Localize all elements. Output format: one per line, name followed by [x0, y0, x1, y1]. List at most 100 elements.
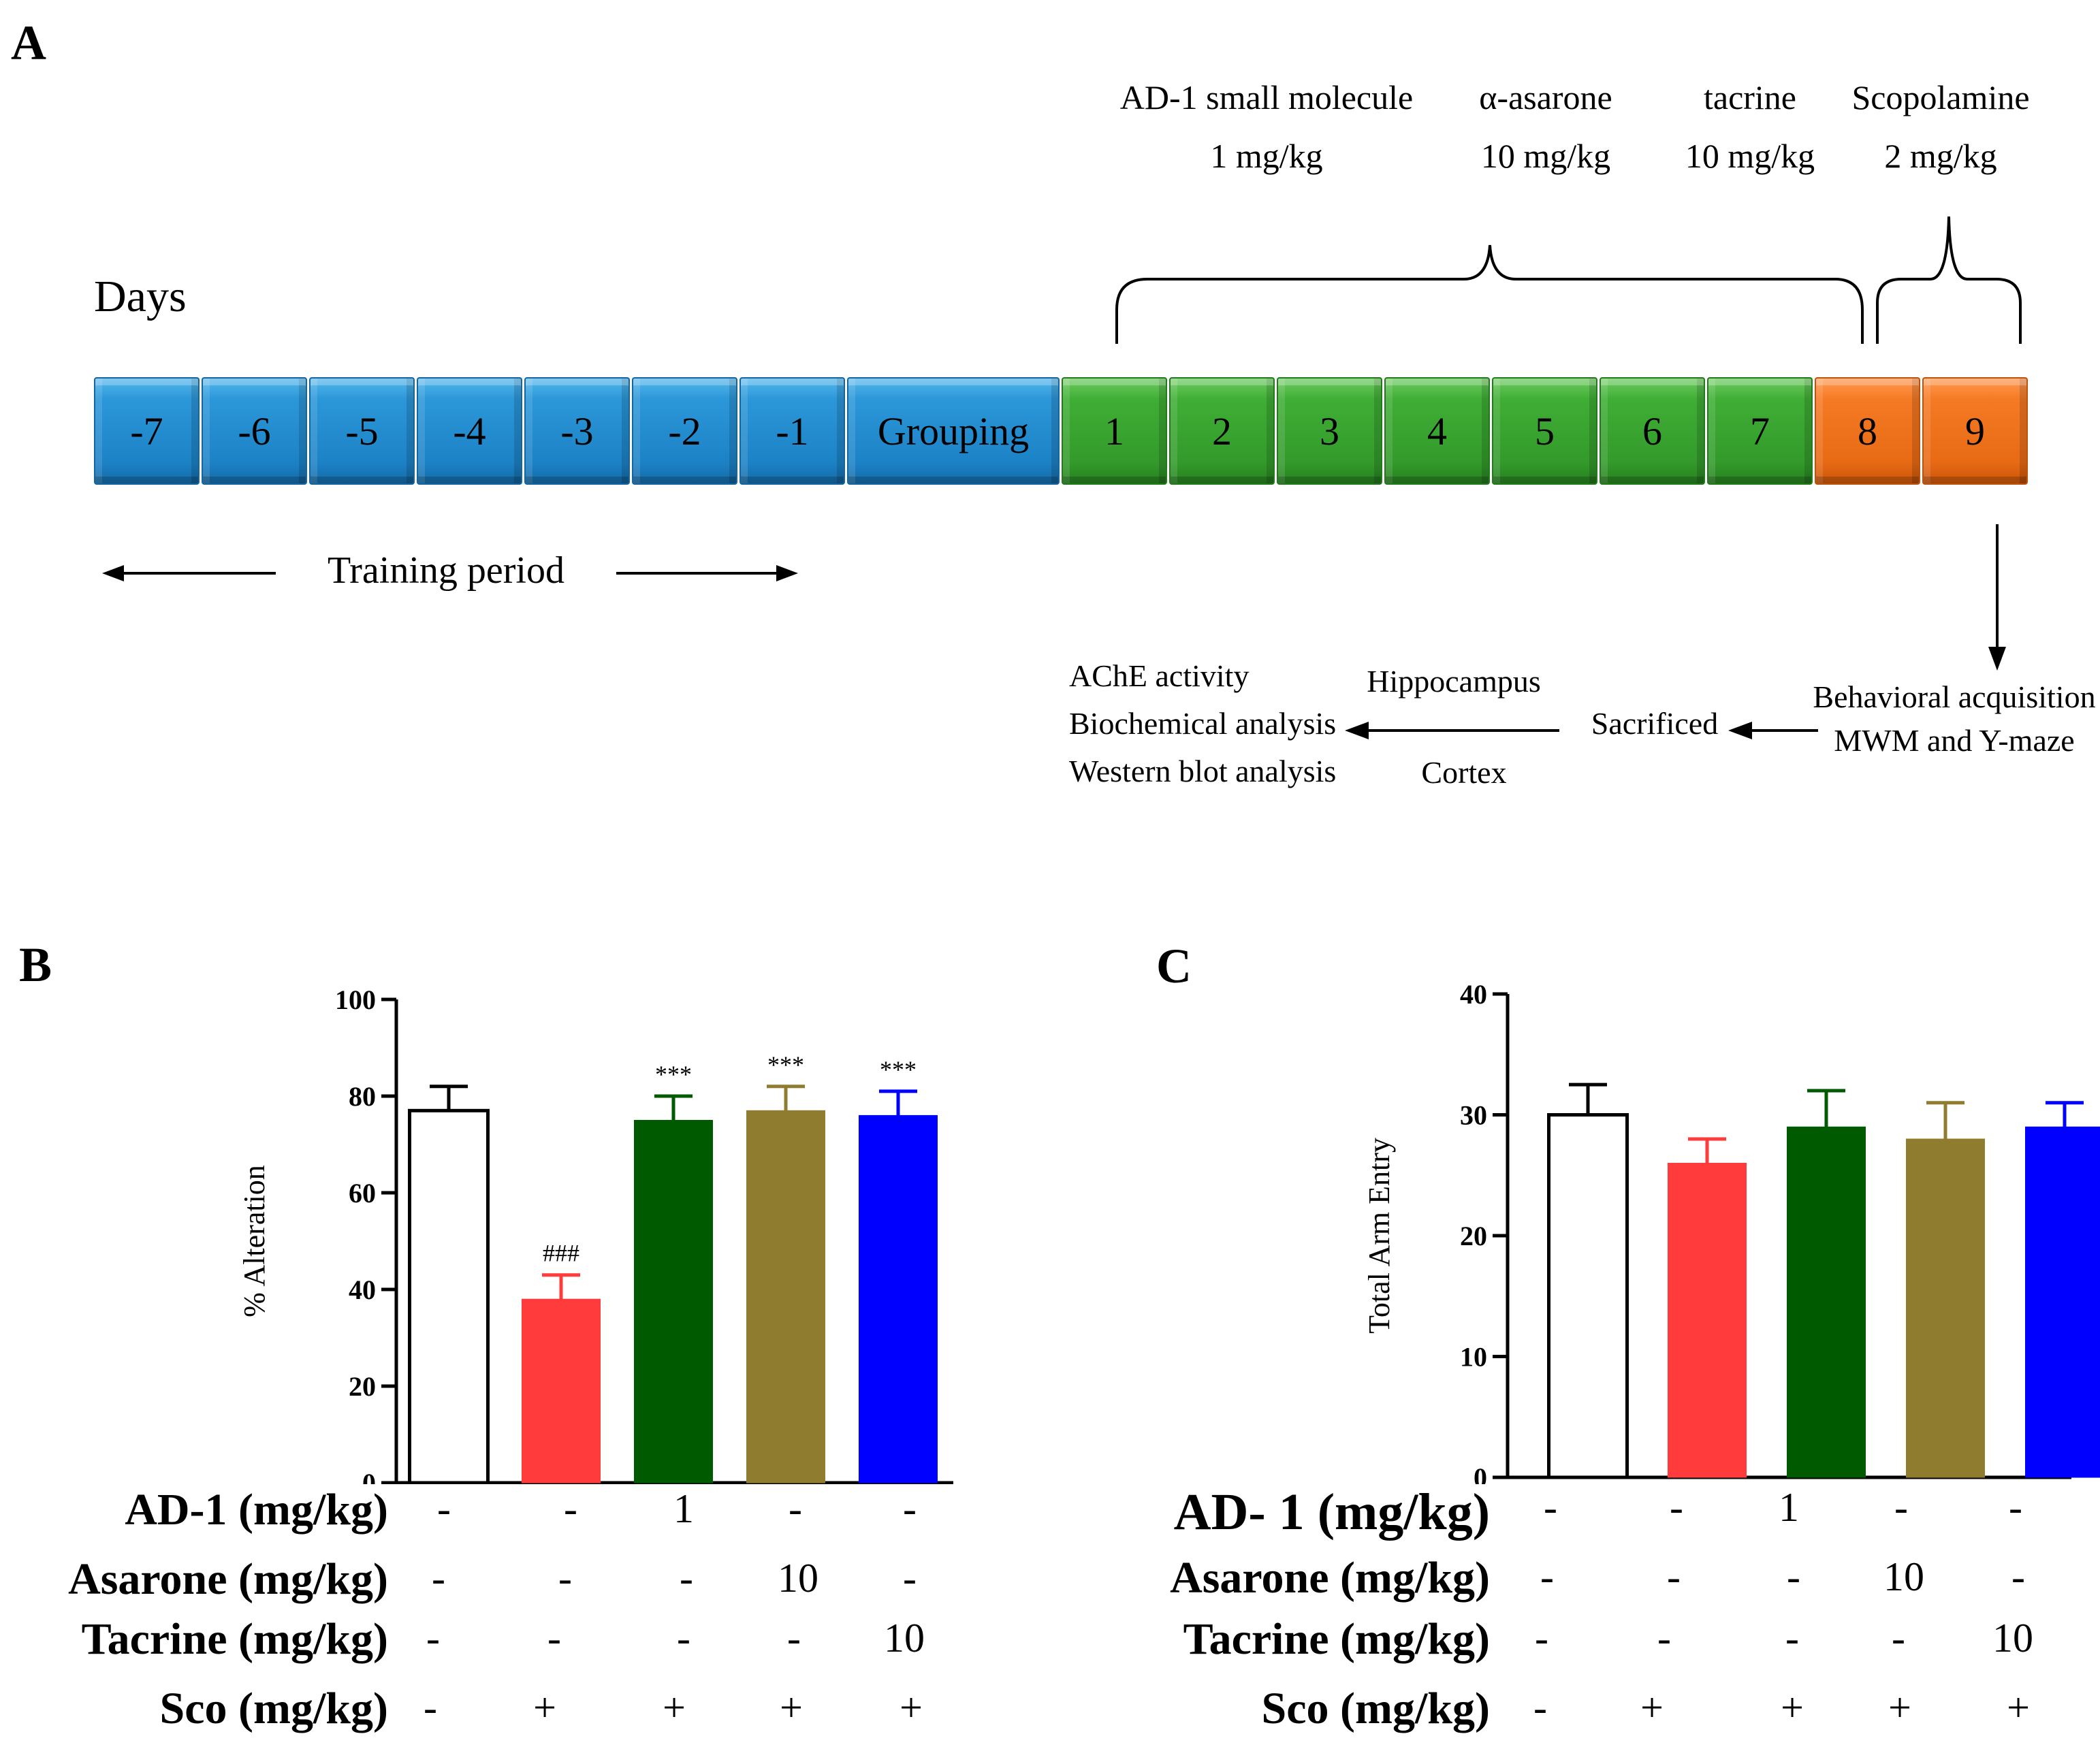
treatment-row-label: Sco (mg/kg) — [1261, 1684, 1490, 1733]
treatment-cell: 10 — [1992, 1616, 2033, 1660]
treatment-ad1-name: AD-1 small molecule — [1119, 78, 1414, 116]
sacrificed-label: Sacrificed — [1591, 706, 1719, 741]
brace-scopolamine — [1876, 216, 2022, 344]
timeline-segment-label: -4 — [453, 408, 486, 453]
timeline-segment: 9 — [1922, 377, 2028, 485]
timeline-segment-label: -2 — [668, 408, 701, 453]
treatment-cell: 10 — [1883, 1554, 1924, 1599]
treatment-ad1: AD-1 small molecule 1 mg/kg — [1103, 68, 1430, 185]
timeline-segment: -6 — [202, 377, 307, 485]
treatment-asarone: α-asarone 10 mg/kg — [1437, 68, 1655, 185]
treatment-row-label: Sco (mg/kg) — [159, 1684, 388, 1733]
treatment-cell: + — [1888, 1685, 1911, 1730]
ache-activity: AChE activity — [1069, 658, 1250, 693]
treatment-cell: - — [677, 1616, 690, 1660]
panel-c-letter: C — [1156, 939, 1192, 993]
treatment-row-label: Tacrine (mg/kg) — [81, 1614, 388, 1664]
treatment-cell: - — [558, 1556, 572, 1601]
treatment-cell: - — [1540, 1554, 1554, 1599]
treatment-cell: - — [680, 1556, 693, 1601]
treatment-asarone-name: α-asarone — [1479, 78, 1612, 116]
timeline-segment-label: 2 — [1212, 408, 1232, 453]
timeline-segment: -7 — [94, 377, 200, 485]
treatment-cell: + — [900, 1685, 923, 1730]
treatment-row-label: Tacrine (mg/kg) — [1183, 1614, 1490, 1664]
treatment-braces — [1115, 216, 2022, 344]
treatment-cell: 10 — [884, 1616, 925, 1660]
down-arrow-icon — [1988, 647, 2006, 671]
treatment-asarone-dose: 10 mg/kg — [1480, 137, 1611, 175]
significance-label: ### — [543, 1240, 579, 1267]
significance-label: *** — [655, 1061, 692, 1088]
timeline-segment-label: 3 — [1320, 408, 1339, 453]
analyses-block: AChE activity Biochemical analysis Weste… — [1069, 652, 1336, 795]
bar — [408, 1108, 490, 1484]
y-tick-label: 20 — [349, 1371, 376, 1402]
treatment-cell: + — [533, 1685, 556, 1730]
treatment-cell: - — [1785, 1616, 1799, 1660]
timeline-segment-label: 5 — [1535, 408, 1555, 453]
cortex-label: Cortex — [1421, 755, 1507, 790]
timeline-segment-label: 9 — [1965, 408, 1985, 453]
behavioral-block: Behavioral acquisition MWM and Y-maze — [1811, 675, 2097, 763]
treatment-cell: - — [1657, 1616, 1671, 1660]
bar — [634, 1120, 713, 1483]
timeline-segment: 2 — [1169, 377, 1275, 485]
treatment-tacrine: tacrine 10 mg/kg — [1661, 68, 1839, 185]
timeline-segment-label: Grouping — [877, 408, 1030, 453]
treatment-cell: - — [1535, 1616, 1548, 1660]
treatment-tacrine-dose: 10 mg/kg — [1685, 137, 1815, 175]
treatment-cell: - — [789, 1486, 802, 1531]
bar — [1906, 1138, 1985, 1478]
y-tick-label: 40 — [349, 1274, 376, 1305]
timeline-segment-label: -5 — [345, 408, 379, 453]
chart-c: 0 10 20 30 40 Total Arm Entry — [1363, 979, 2100, 1484]
timeline-segment: -1 — [739, 377, 845, 485]
y-tick-label: 60 — [349, 1178, 376, 1208]
timeline-segment-label: 4 — [1427, 408, 1447, 453]
timeline-segment-label: 8 — [1858, 408, 1877, 453]
flow-arrows — [1345, 524, 2006, 739]
treatment-cell: - — [1892, 1616, 1905, 1660]
behavioral-acquisition: Behavioral acquisition — [1813, 679, 2096, 714]
treatment-row-label: AD- 1 (mg/kg) — [1173, 1483, 1490, 1541]
y-tick-label: 10 — [1460, 1342, 1487, 1373]
y-tick-label: 30 — [1460, 1100, 1487, 1131]
western-blot-analysis: Western blot analysis — [1069, 754, 1337, 788]
bar — [522, 1298, 601, 1483]
timeline-segment: 7 — [1707, 377, 1813, 485]
timeline-segment-label: 6 — [1642, 408, 1662, 453]
timeline-segment: -2 — [632, 377, 737, 485]
treatment-cell: - — [903, 1556, 917, 1601]
treatment-tacrine-name: tacrine — [1703, 78, 1796, 116]
y-tick-label: 40 — [1460, 979, 1487, 1010]
left-arrow-icon — [1345, 722, 1369, 739]
y-tick-label: 100 — [335, 984, 376, 1015]
significance-label: *** — [767, 1051, 804, 1078]
treatment-cell: - — [2009, 1485, 2022, 1530]
y-tick-label: 0 — [362, 1468, 376, 1484]
treatment-cell: - — [1533, 1685, 1547, 1730]
treatment-cell: + — [663, 1685, 686, 1730]
treatment-cell: - — [1787, 1554, 1800, 1599]
timeline-segment-label: 1 — [1104, 408, 1124, 453]
timeline-segment: 6 — [1600, 377, 1705, 485]
treatment-row-label: AD-1 (mg/kg) — [125, 1485, 388, 1535]
treatment-cell: - — [437, 1486, 451, 1531]
treatment-ad1-dose: 1 mg/kg — [1210, 137, 1323, 175]
left-arrow-icon — [1728, 722, 1752, 739]
timeline-segment: 8 — [1815, 377, 1920, 485]
timeline-segment: 3 — [1277, 377, 1382, 485]
y-axis-label: % Alteration — [238, 1165, 271, 1317]
treatment-cell: + — [1640, 1685, 1664, 1730]
bar — [1547, 1113, 1629, 1479]
treatment-cell: 1 — [1779, 1485, 1799, 1530]
treatment-cell: + — [2007, 1685, 2030, 1730]
y-tick-label: 80 — [349, 1081, 376, 1112]
timeline-segment: 4 — [1384, 377, 1490, 485]
panel-a-letter: A — [11, 16, 46, 70]
timeline-segment: Grouping — [847, 377, 1060, 485]
treatment-cell: + — [780, 1685, 803, 1730]
bar — [2025, 1126, 2100, 1478]
treatment-cell: - — [564, 1486, 577, 1531]
